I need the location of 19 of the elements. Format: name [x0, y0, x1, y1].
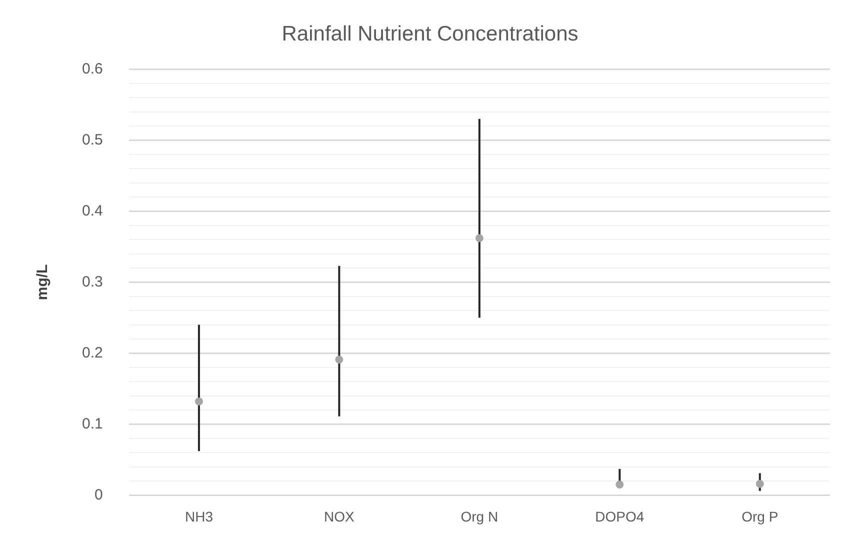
point: [194, 397, 203, 406]
y-tick-label: 0: [94, 486, 103, 504]
point: [616, 480, 624, 489]
x-tick-label: DOPO4: [595, 508, 644, 524]
y-tick-label: 0.4: [82, 202, 103, 220]
y-tick-label: 0.6: [82, 60, 103, 78]
x-tick-label: NOX: [324, 508, 356, 524]
y-tick-label: 0.2: [82, 344, 103, 362]
y-tick-label: 0.3: [82, 273, 103, 290]
y-tick-label: 0.1: [82, 415, 103, 432]
x-tick-label: NH3: [184, 508, 214, 524]
x-tick-label: Org N: [460, 508, 498, 524]
point: [475, 234, 484, 242]
y-tick-label: 0.5: [82, 131, 103, 148]
point: [756, 480, 764, 488]
x-tick-label: Org P: [742, 508, 778, 524]
y-axis-title: mg/L: [34, 264, 52, 300]
chart-title: Rainfall Nutrient Concentrations: [282, 22, 578, 46]
point: [335, 356, 344, 364]
